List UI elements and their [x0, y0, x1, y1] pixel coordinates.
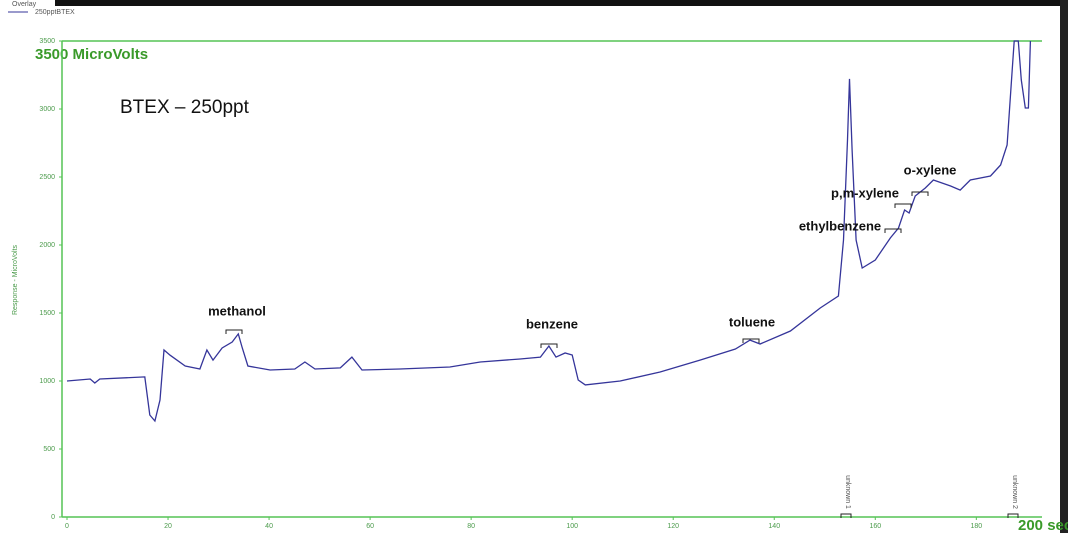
- peak-label: unknown 1: [844, 475, 851, 509]
- y-max-label: 3500 MicroVolts: [35, 46, 148, 63]
- bracket: [1007, 513, 1019, 518]
- peak-label: methanol: [208, 303, 266, 318]
- x-tick-label: 0: [65, 523, 69, 530]
- peak-label: benzene: [526, 316, 578, 331]
- bracket: [840, 513, 852, 518]
- x-tick-label: 160: [869, 523, 881, 530]
- chart-title: BTEX – 250ppt: [120, 97, 250, 118]
- right-border: [1060, 0, 1068, 533]
- y-tick-label: 2000: [39, 242, 55, 249]
- peak-label: o-xylene: [904, 162, 957, 177]
- bracket: [540, 343, 558, 348]
- y-tick-label: 0: [51, 514, 55, 521]
- y-tick-label: 1500: [39, 310, 55, 317]
- y-tick-label: 3500: [39, 38, 55, 45]
- x-tick-label: 20: [164, 523, 172, 530]
- overlay-label: Overlay: [12, 1, 37, 8]
- top-border: [55, 0, 1068, 6]
- x-tick-label: 80: [467, 523, 475, 530]
- legend-label: 250pptBTEX: [35, 9, 75, 16]
- peak-label: ethylbenzene: [799, 218, 881, 233]
- bracket: [225, 329, 243, 334]
- bracket: [894, 203, 912, 208]
- x-tick-label: 180: [970, 523, 982, 530]
- x-tick-label: 100: [566, 523, 578, 530]
- y-tick-label: 500: [43, 446, 55, 453]
- x-max-label: 200 sec: [1018, 517, 1068, 533]
- bracket: [742, 338, 760, 343]
- peak-label: toluene: [729, 314, 775, 329]
- y-tick-label: 3000: [39, 106, 55, 113]
- x-tick-label: 140: [768, 523, 780, 530]
- peak-label: unknown 2: [1011, 475, 1018, 509]
- bracket: [911, 191, 929, 196]
- trace: [66, 40, 1032, 423]
- x-tick-label: 120: [667, 523, 679, 530]
- y-tick-label: 1000: [39, 378, 55, 385]
- x-tick-label: 60: [366, 523, 374, 530]
- bracket: [884, 228, 902, 233]
- peak-label: p,m-xylene: [831, 185, 899, 200]
- x-tick-label: 40: [265, 523, 273, 530]
- y-tick-label: 2500: [39, 174, 55, 181]
- y-axis-label: Response - MicroVolts: [12, 244, 19, 315]
